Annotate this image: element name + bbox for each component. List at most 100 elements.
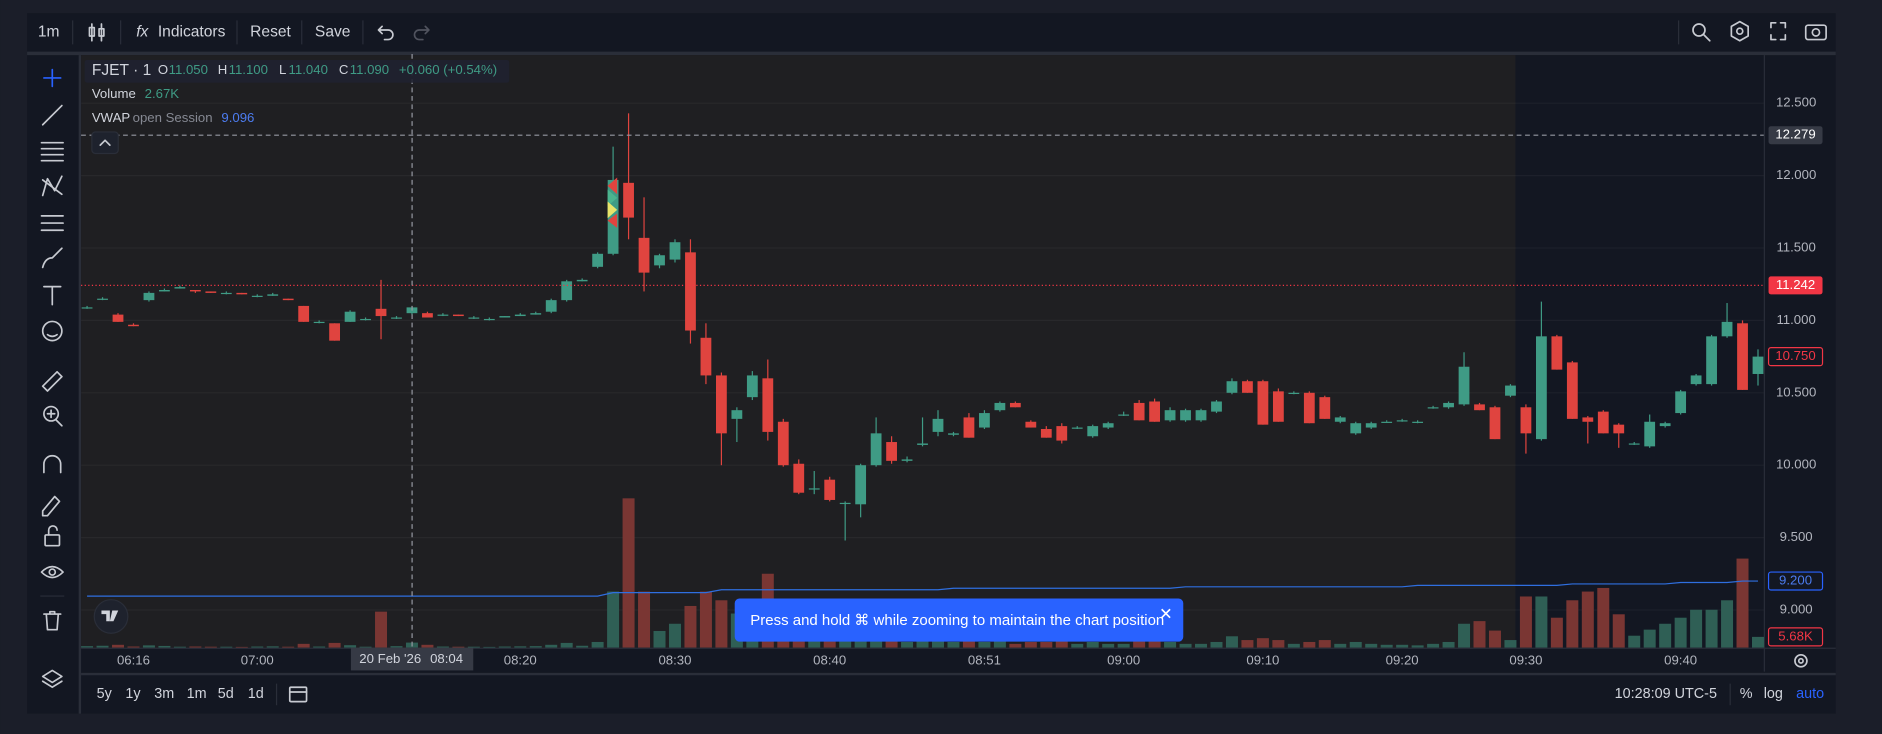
volume-bar: [1024, 641, 1037, 648]
volume-bar: [653, 630, 666, 648]
volume-bar: [1597, 587, 1610, 648]
logo[interactable]: [93, 599, 129, 634]
object-tree-tool[interactable]: [41, 669, 63, 689]
fullscreen-icon[interactable]: [1770, 21, 1787, 41]
fib-tool[interactable]: [40, 141, 64, 162]
marker: [607, 201, 618, 219]
range-button[interactable]: 1m: [187, 686, 207, 702]
range-button[interactable]: 3m: [154, 686, 174, 702]
candle-body: [917, 443, 928, 445]
settings-icon[interactable]: [1730, 20, 1749, 42]
volume-bar: [112, 644, 125, 648]
volume-bar: [452, 646, 465, 648]
magnet-tool[interactable]: [43, 454, 62, 474]
candle-body: [576, 279, 588, 282]
range-button[interactable]: 1d: [248, 686, 264, 702]
candle-body: [1149, 401, 1161, 422]
candle-body: [437, 314, 449, 316]
candle-body: [1133, 402, 1145, 421]
marker: [607, 189, 618, 207]
candle-body: [1350, 423, 1362, 434]
premarket-shade: [81, 55, 1516, 648]
volume-bar: [436, 646, 449, 648]
crosshair-price-label: 12.279: [1775, 127, 1815, 142]
candle-body: [499, 316, 511, 318]
vwap-legend[interactable]: VWAP: [92, 110, 131, 125]
volume-bar: [1690, 609, 1703, 648]
forecast-tool[interactable]: [40, 215, 64, 232]
candle-body: [298, 305, 310, 322]
volume-bar: [1195, 643, 1208, 648]
goto-date-button[interactable]: [288, 686, 308, 703]
interval-button[interactable]: 1m: [38, 24, 60, 41]
ohlc-value: 11.040: [289, 62, 328, 77]
axis-settings[interactable]: [1794, 654, 1808, 668]
candle-body: [1396, 420, 1408, 422]
volume-bar: [1628, 635, 1641, 648]
zoom-tool[interactable]: [43, 405, 63, 427]
reset-button[interactable]: Reset: [250, 24, 291, 41]
volume-bar: [591, 641, 604, 648]
visibility-tool[interactable]: [40, 565, 64, 579]
chart-type-icon[interactable]: [88, 23, 105, 42]
vwap-price-label: 9.200: [1779, 573, 1812, 588]
range-button[interactable]: 5d: [218, 686, 234, 702]
volume-bar: [514, 646, 527, 648]
draw-mode-tool[interactable]: [41, 495, 61, 517]
volume-bar: [1086, 641, 1099, 648]
trend-line-tool[interactable]: [41, 104, 63, 126]
candle-body: [1319, 397, 1331, 419]
volume-legend[interactable]: Volume: [92, 86, 136, 101]
save-button[interactable]: Save: [315, 24, 351, 41]
auto-toggle[interactable]: auto: [1796, 686, 1824, 702]
log-toggle[interactable]: log: [1764, 686, 1783, 702]
candle-body: [1242, 381, 1253, 393]
collapse-legend-button[interactable]: [91, 131, 119, 155]
ohlc-key: H: [218, 62, 228, 77]
volume-bar: [1349, 641, 1362, 648]
range-button[interactable]: 5y: [97, 686, 113, 702]
volume-bar: [1504, 640, 1517, 648]
text-tool[interactable]: [43, 285, 62, 306]
plot: 12.500 12.000 11.500 11.000 10.500 10.000 9.50…: [81, 53, 1824, 667]
volume-bar: [498, 646, 511, 648]
ohlc-value: 11.100: [229, 62, 268, 77]
top-toolbar: 1m fx Indicators Reset Save: [27, 20, 1836, 56]
volume-bar: [1380, 644, 1393, 648]
candle-body: [1056, 426, 1068, 441]
clock[interactable]: 10:28:09 UTC-5: [1615, 686, 1717, 702]
candle-body: [685, 252, 696, 331]
crosshair-tool[interactable]: [43, 68, 62, 88]
y-tick-label: 11.500: [1776, 239, 1815, 254]
y-tick-label: 10.500: [1776, 384, 1816, 399]
snapshot-icon[interactable]: [1804, 24, 1827, 41]
x-tick-label: 08:20: [504, 652, 537, 667]
symbol-title[interactable]: FJET · 1: [92, 62, 151, 79]
candle-body: [1288, 392, 1300, 394]
lock-tool[interactable]: [44, 525, 61, 547]
candle-body: [1118, 414, 1130, 416]
search-icon[interactable]: [1692, 23, 1711, 42]
ruler-tool[interactable]: [41, 370, 63, 392]
range-button[interactable]: 1y: [125, 686, 141, 702]
marker: [607, 213, 618, 228]
toast: Press and hold ⌘ while zooming to mainta…: [734, 598, 1184, 642]
delete-tool[interactable]: [43, 610, 62, 631]
x-tick-label: 09:30: [1509, 652, 1542, 667]
ohlc-value: 11.090: [350, 62, 389, 77]
candle-body: [1535, 336, 1547, 440]
brush-tool[interactable]: [41, 247, 63, 269]
volume-bar: [668, 623, 681, 648]
candle-body: [1628, 443, 1640, 445]
candle-body: [375, 308, 387, 317]
candle-body: [1427, 407, 1439, 409]
toast-close[interactable]: [1161, 608, 1171, 619]
indicators-button[interactable]: Indicators: [158, 24, 226, 41]
emoji-tool[interactable]: [41, 320, 63, 342]
volume-bar: [96, 645, 109, 648]
percent-toggle[interactable]: %: [1740, 686, 1753, 702]
undo-button[interactable]: [377, 25, 394, 41]
fx-icon[interactable]: fx: [136, 24, 149, 41]
candle-body: [1381, 421, 1393, 423]
pattern-tool[interactable]: [41, 175, 63, 197]
